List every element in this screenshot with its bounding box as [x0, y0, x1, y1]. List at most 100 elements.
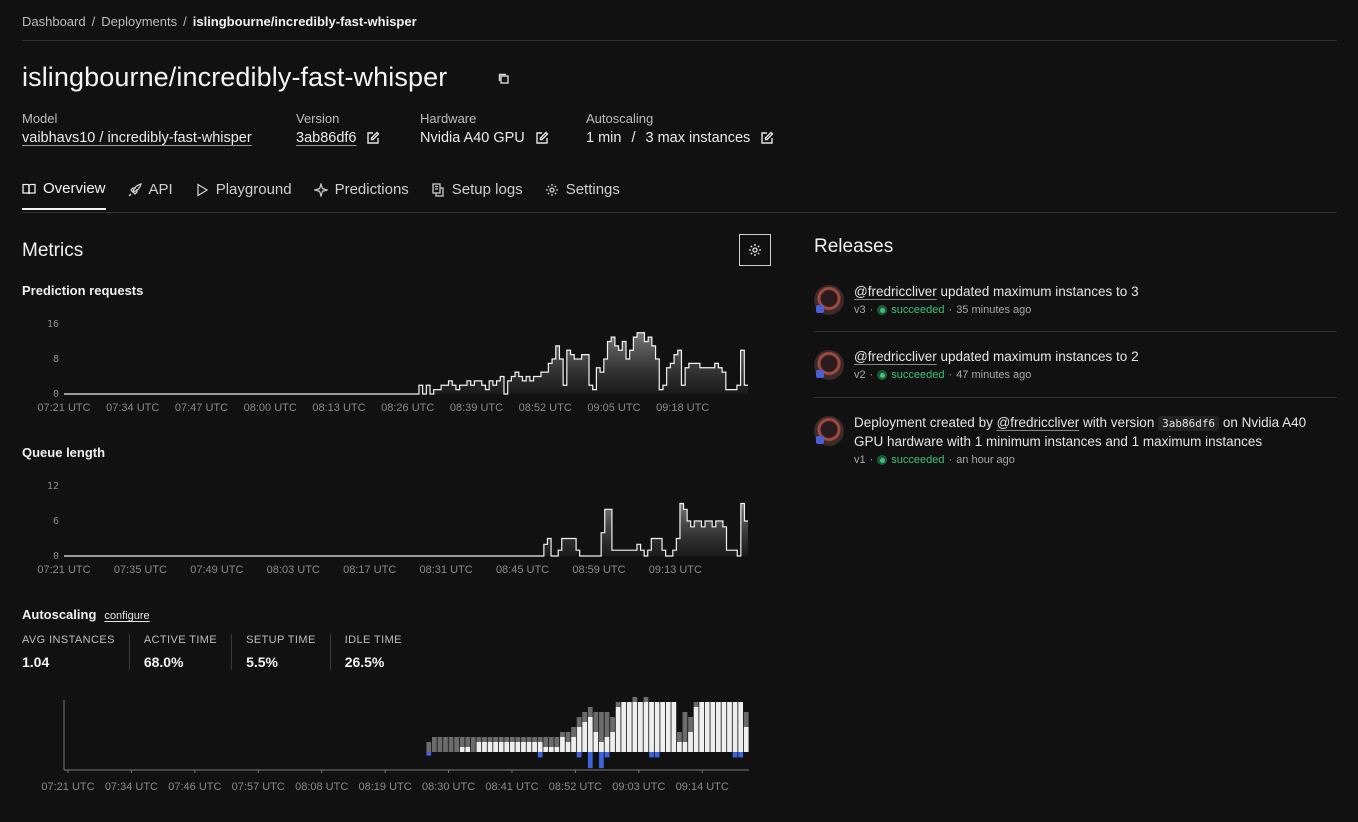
breadcrumb-deployments[interactable]: Deployments — [101, 14, 178, 29]
x-tick-label: 07:35 UTC — [114, 564, 167, 576]
bar-active — [493, 742, 498, 752]
bar-idle — [504, 737, 510, 742]
autoscaling-max: 3 max instances — [645, 130, 751, 146]
x-tick-label: 08:31 UTC — [420, 564, 473, 576]
bar-idle — [677, 732, 682, 742]
release-text: updated maximum instances to 2 — [936, 349, 1139, 364]
bar-setup — [599, 752, 604, 769]
edit-hardware-icon[interactable] — [535, 131, 549, 145]
bar-setup — [738, 752, 744, 758]
prediction-requests-title: Prediction requests — [22, 283, 144, 298]
x-tick-label: 09:18 UTC — [656, 402, 709, 414]
tab-settings[interactable]: Settings — [545, 180, 620, 210]
tab-setup-logs[interactable]: Setup logs — [431, 180, 523, 210]
area-fill — [64, 503, 748, 556]
bar-idle — [437, 737, 443, 752]
tab-label: Playground — [215, 181, 292, 198]
bar-idle — [587, 707, 593, 717]
bar-setup — [654, 752, 660, 758]
bar-idle — [554, 737, 560, 747]
sparkle-icon — [313, 182, 328, 197]
bar-idle — [448, 737, 454, 752]
copy-icon[interactable] — [497, 72, 511, 86]
version-meta: Version 3ab86df6 — [296, 111, 380, 146]
stat-avg-instances: AVG INSTANCES 1.04 — [22, 634, 130, 670]
tab-predictions[interactable]: Predictions — [313, 180, 409, 210]
release-user-link[interactable]: @fredriccliver — [996, 415, 1080, 430]
bar-active — [537, 742, 543, 752]
x-tick-label: 08:39 UTC — [450, 402, 503, 414]
stat-idle-time: IDLE TIME 26.5% — [345, 634, 416, 670]
bar-idle — [582, 712, 588, 722]
y-tick-label: 16 — [47, 319, 59, 330]
release-item[interactable]: Deployment created by @fredriccliver wit… — [814, 414, 1337, 466]
bar-active — [554, 747, 560, 752]
autoscaling-title: Autoscaling — [22, 607, 97, 622]
queue-length-chart: 12 6 0 07:21 UTC 07:35 UTC 07:49 UTC 08:03 UTC… — [37, 481, 748, 576]
bar-active — [560, 737, 565, 752]
logs-icon — [432, 182, 444, 197]
bar-idle — [565, 732, 571, 742]
x-tick-label: 08:13 UTC — [312, 402, 365, 414]
tab-api[interactable]: API — [128, 180, 173, 210]
x-tick-label: 07:21 UTC — [37, 402, 90, 414]
bar-idle — [543, 737, 549, 747]
release-user-link[interactable]: @fredriccliver — [854, 349, 937, 364]
bar-idle — [688, 717, 693, 732]
release-user-link[interactable]: @fredriccliver — [854, 284, 937, 299]
breadcrumb-dashboard[interactable]: Dashboard — [22, 14, 86, 29]
release-text: updated maximum instances to 3 — [936, 284, 1139, 299]
x-tick-label: 07:49 UTC — [190, 564, 243, 576]
edit-autoscaling-icon[interactable] — [760, 131, 774, 145]
release-version: v3 — [854, 304, 866, 316]
play-icon — [197, 182, 208, 197]
bar-active — [515, 742, 521, 752]
release-time: an hour ago — [956, 454, 1015, 466]
x-tick-label: 08:26 UTC — [381, 402, 434, 414]
version-link[interactable]: 3ab86df6 — [296, 130, 357, 146]
bar-active — [571, 737, 576, 752]
gear-icon — [749, 244, 761, 256]
status-dot-icon — [877, 305, 888, 315]
edit-version-icon[interactable] — [366, 131, 380, 145]
avatar — [814, 285, 844, 315]
model-link[interactable]: vaibhavs10 / incredibly-fast-whisper — [22, 130, 252, 146]
status-dot-icon — [877, 370, 888, 380]
avatar — [814, 416, 844, 446]
releases-heading: Releases — [814, 236, 894, 257]
bar-active — [665, 702, 671, 752]
bar-idle — [482, 737, 487, 742]
bar-idle — [643, 697, 649, 702]
stat-value: 1.04 — [22, 654, 50, 670]
bar-active — [487, 742, 493, 752]
bar-idle — [526, 737, 532, 742]
x-tick-label: 08:30 UTC — [422, 781, 475, 793]
metrics-heading: Metrics — [22, 240, 84, 261]
bar-active — [677, 742, 682, 752]
bar-idle — [521, 737, 526, 742]
bar-setup — [426, 752, 432, 756]
x-tick-label: 07:21 UTC — [41, 781, 94, 793]
tab-playground[interactable]: Playground — [195, 180, 292, 210]
release-text: on Nvidia A40 GPU hardware with 1 minimu… — [854, 415, 1307, 449]
x-tick-label: 07:21 UTC — [37, 564, 90, 576]
configure-link[interactable]: configure — [104, 610, 150, 622]
x-tick-label: 08:59 UTC — [572, 564, 625, 576]
autoscaling-header: Autoscaling configure — [22, 607, 150, 622]
bar-active — [565, 742, 571, 752]
x-tick-label: 08:00 UTC — [244, 402, 297, 414]
bar-active — [721, 702, 727, 752]
bar-idle — [431, 737, 437, 752]
tab-overview[interactable]: Overview — [22, 180, 106, 210]
release-item[interactable]: @fredriccliver updated maximum instances… — [814, 283, 1337, 316]
breadcrumb-separator: / — [91, 14, 96, 29]
release-item[interactable]: @fredriccliver updated maximum instances… — [814, 348, 1337, 381]
metrics-settings-button[interactable] — [739, 234, 771, 266]
bar-idle — [493, 737, 498, 742]
bar-active — [543, 747, 549, 752]
stat-label: AVG INSTANCES — [22, 634, 115, 646]
y-tick-label: 12 — [47, 481, 59, 492]
breadcrumb-separator: / — [183, 14, 187, 29]
bar-active — [699, 702, 705, 752]
bar-active — [576, 727, 582, 752]
